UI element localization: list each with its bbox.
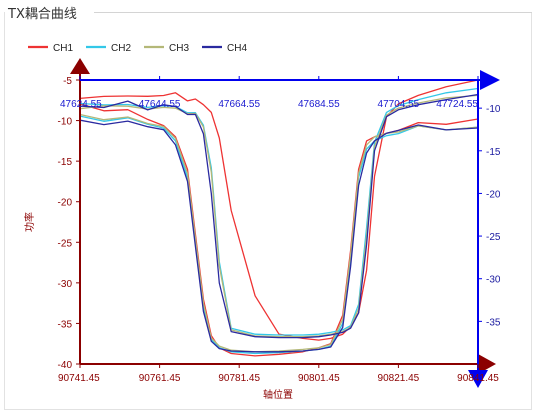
legend-item-ch1[interactable]: CH1: [28, 43, 73, 54]
x-axis-arrow-icon: [478, 354, 496, 374]
x2-tick-label: 47664.55: [218, 99, 260, 110]
series-line-ch2-left: [80, 115, 478, 355]
series-line-ch4-left: [80, 119, 478, 353]
y-axis-arrow-icon: [70, 58, 90, 74]
y-tick-label: -5: [63, 76, 72, 87]
legend-label: CH3: [169, 43, 189, 54]
series-line-ch3-right: [80, 94, 478, 338]
y2-tick-label: -35: [486, 317, 501, 328]
x-tick-label: 90821.45: [378, 373, 420, 384]
x2-tick-label: 47684.55: [298, 99, 340, 110]
y2-tick-label: -15: [486, 147, 501, 158]
series-layer: [80, 80, 478, 357]
x-tick-label: 90741.45: [58, 373, 100, 384]
x2-tick-label: 47644.55: [139, 99, 181, 110]
x2-tick-label: 47624.55: [60, 99, 102, 110]
x-tick-label: 90841.45: [457, 373, 499, 384]
y-tick-label: -40: [58, 360, 73, 371]
y2-tick-label: -30: [486, 275, 501, 286]
y2-axis-arrow-icon: [468, 370, 488, 388]
y-axis-label: 功率: [23, 212, 36, 232]
y2-tick-label: -25: [486, 232, 501, 243]
legend-item-ch2[interactable]: CH2: [86, 43, 131, 54]
series-line-ch4-right: [80, 93, 478, 339]
title-divider: [94, 12, 532, 13]
tick-layer: -5 -10 -15 -20 -25 -30 -35 -40 90741.45 90761.45 9…: [58, 76, 501, 384]
x2-tick-label: 47724.55: [436, 99, 478, 110]
legend-item-ch4[interactable]: CH4: [202, 43, 247, 54]
y-tick-label: -15: [58, 157, 73, 168]
y-tick-label: -30: [58, 279, 73, 290]
legend-label: CH1: [53, 43, 73, 54]
series-line-ch1-right: [80, 80, 478, 341]
series-line-ch3-left: [80, 113, 478, 353]
chart-panel-frame: [4, 12, 532, 410]
x2-tick-label: 47704.55: [378, 99, 420, 110]
legend-label: CH2: [111, 43, 131, 54]
y-tick-label: -20: [58, 198, 73, 209]
x-tick-label: 90781.45: [218, 373, 260, 384]
chart-legend[interactable]: CH1 CH2 CH3 CH4: [28, 43, 247, 54]
series-line-ch1-left: [80, 103, 478, 357]
y-tick-label: -25: [58, 238, 73, 249]
panel-title: TX耦合曲线: [8, 7, 77, 22]
y-tick-label: -10: [58, 117, 73, 128]
x-tick-label: 90801.45: [298, 373, 340, 384]
y2-tick-label: -20: [486, 189, 501, 200]
y2-tick-label: -10: [486, 104, 501, 115]
x-tick-label: 90761.45: [139, 373, 181, 384]
x-axis-label: 轴位置: [263, 388, 293, 401]
legend-label: CH4: [227, 43, 247, 54]
y-tick-label: -35: [58, 319, 73, 330]
x2-axis-arrow-icon: [480, 70, 500, 90]
axes-layer: [70, 58, 500, 388]
legend-item-ch3[interactable]: CH3: [144, 43, 189, 54]
